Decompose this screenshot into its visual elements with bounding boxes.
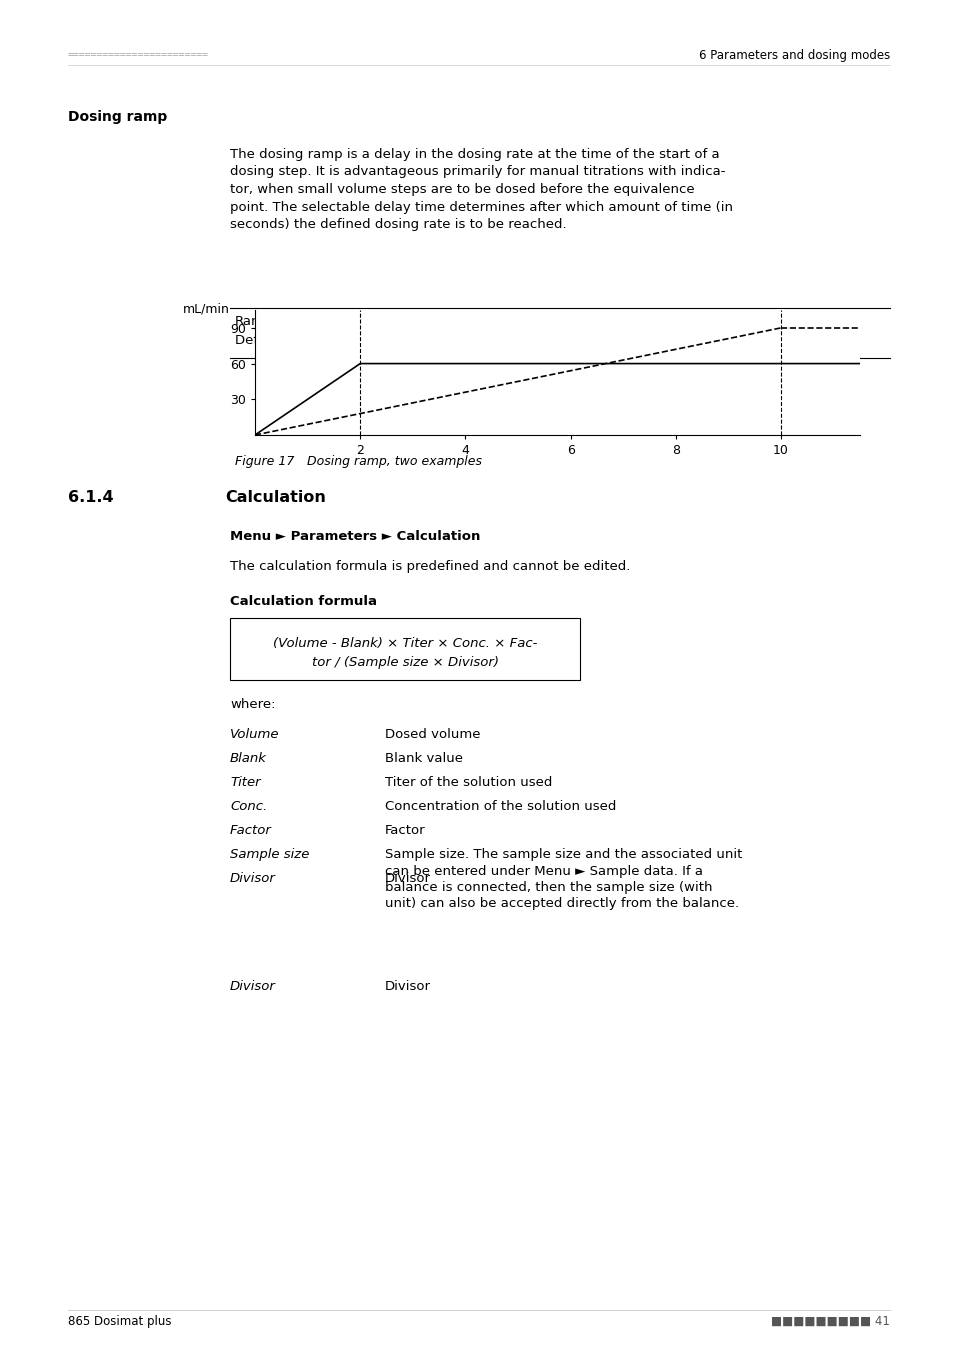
Text: Divisor: Divisor [385, 980, 431, 994]
Text: Sample size: Sample size [230, 848, 309, 861]
Text: 865 Dosimat plus: 865 Dosimat plus [68, 1315, 172, 1328]
Text: Range: Range [234, 315, 277, 328]
Text: Titer: Titer [230, 776, 260, 788]
Text: The dosing ramp is a delay in the dosing rate at the time of the start of a: The dosing ramp is a delay in the dosing… [230, 148, 719, 161]
Text: where:: where: [230, 698, 275, 711]
Text: Sample size. The sample size and the associated unit: Sample size. The sample size and the ass… [385, 848, 741, 861]
Text: Dosing ramp: Dosing ramp [68, 109, 167, 124]
Text: Blank: Blank [230, 752, 267, 765]
Text: unit) can also be accepted directly from the balance.: unit) can also be accepted directly from… [385, 898, 739, 910]
Text: Calculation formula: Calculation formula [230, 595, 376, 608]
Text: can be entered under Menu ► Sample data. If a: can be entered under Menu ► Sample data.… [385, 864, 702, 878]
Text: Divisor: Divisor [385, 872, 431, 886]
FancyBboxPatch shape [230, 618, 579, 680]
Text: Menu ► Parameters ► Calculation: Menu ► Parameters ► Calculation [230, 531, 480, 543]
Text: Divisor: Divisor [230, 980, 275, 994]
Text: Factor: Factor [230, 824, 272, 837]
Text: 0 … 10 s: 0 … 10 s [390, 315, 452, 328]
Text: s: s [313, 413, 319, 427]
Text: s: s [812, 416, 818, 428]
Text: Titer of the solution used: Titer of the solution used [385, 776, 552, 788]
Text: Conc.: Conc. [230, 801, 267, 813]
Text: point. The selectable delay time determines after which amount of time (in: point. The selectable delay time determi… [230, 201, 732, 213]
Text: Default value: Default value [234, 333, 324, 347]
Text: Figure 17: Figure 17 [234, 455, 294, 468]
Text: 0 s: 0 s [390, 333, 412, 347]
Text: Divisor: Divisor [230, 872, 275, 886]
Text: Dosed volume: Dosed volume [385, 728, 480, 741]
Text: (Volume - Blank) × Titer × Conc. × Fac-: (Volume - Blank) × Titer × Conc. × Fac- [273, 637, 537, 649]
Text: tor / (Sample size × Divisor): tor / (Sample size × Divisor) [312, 656, 498, 670]
Text: seconds) the defined dosing rate is to be reached.: seconds) the defined dosing rate is to b… [230, 217, 566, 231]
Text: Volume: Volume [230, 728, 279, 741]
Text: ========================: ======================== [68, 50, 209, 59]
Text: Blank value: Blank value [385, 752, 462, 765]
Text: Calculation: Calculation [225, 490, 326, 505]
Text: Concentration of the solution used: Concentration of the solution used [385, 801, 616, 813]
Text: The calculation formula is predefined and cannot be edited.: The calculation formula is predefined an… [230, 560, 630, 572]
Text: dosing step. It is advantageous primarily for manual titrations with indica-: dosing step. It is advantageous primaril… [230, 166, 724, 178]
Text: ■■■■■■■■■ 41: ■■■■■■■■■ 41 [770, 1315, 889, 1328]
Text: Dosing ramp, two examples: Dosing ramp, two examples [307, 455, 481, 468]
Y-axis label: mL/min: mL/min [183, 302, 230, 316]
Text: tor, when small volume steps are to be dosed before the equivalence: tor, when small volume steps are to be d… [230, 184, 694, 196]
Text: Factor: Factor [385, 824, 425, 837]
Text: 6.1.4: 6.1.4 [68, 490, 113, 505]
Text: 6 Parameters and dosing modes: 6 Parameters and dosing modes [698, 49, 889, 62]
Text: balance is connected, then the sample size (with: balance is connected, then the sample si… [385, 882, 712, 894]
